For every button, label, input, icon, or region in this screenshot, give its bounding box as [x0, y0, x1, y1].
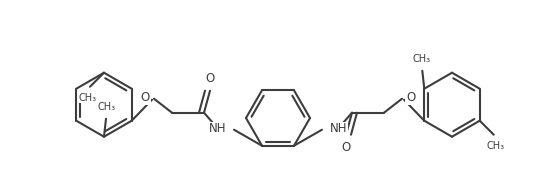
Text: O: O [206, 72, 214, 85]
Text: NH: NH [330, 122, 348, 135]
Text: O: O [342, 141, 351, 154]
Text: CH₃: CH₃ [412, 54, 430, 64]
Text: NH: NH [208, 122, 226, 135]
Text: CH₃: CH₃ [98, 102, 116, 112]
Text: CH₃: CH₃ [487, 141, 505, 151]
Text: O: O [141, 91, 150, 104]
Text: CH₃: CH₃ [79, 93, 97, 103]
Text: O: O [406, 91, 416, 104]
